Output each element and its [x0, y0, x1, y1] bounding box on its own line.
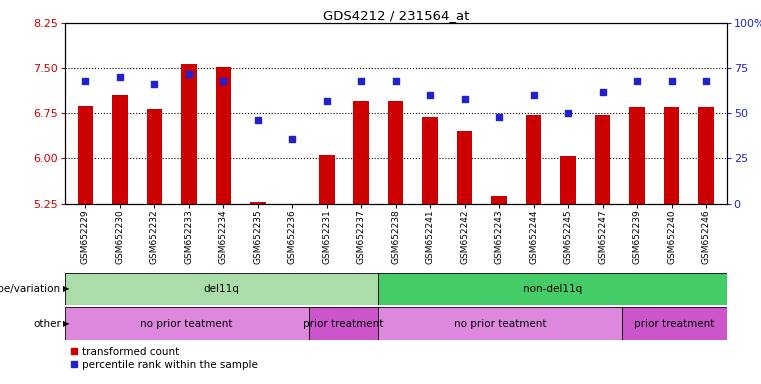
Text: non-del11q: non-del11q — [523, 284, 582, 294]
Point — [424, 92, 436, 98]
Point — [286, 136, 298, 142]
Bar — [353, 101, 369, 204]
Bar — [560, 156, 576, 204]
Text: ▶: ▶ — [63, 319, 70, 328]
Bar — [78, 106, 93, 204]
Bar — [699, 107, 714, 204]
Point — [562, 110, 575, 116]
Text: ▶: ▶ — [63, 285, 70, 293]
Point — [252, 118, 264, 124]
Point — [527, 92, 540, 98]
Point — [597, 89, 609, 95]
Bar — [215, 67, 231, 204]
Text: prior treatment: prior treatment — [635, 318, 715, 329]
Bar — [622, 307, 727, 340]
Point — [665, 78, 677, 84]
Point — [355, 78, 368, 84]
Bar — [65, 273, 378, 305]
Point — [700, 78, 712, 84]
Text: genotype/variation: genotype/variation — [0, 284, 61, 294]
Bar — [378, 307, 622, 340]
Bar — [378, 273, 727, 305]
Point — [183, 71, 195, 77]
Legend: transformed count, percentile rank within the sample: transformed count, percentile rank withi… — [70, 347, 258, 370]
Bar — [595, 115, 610, 204]
Text: no prior teatment: no prior teatment — [454, 318, 546, 329]
Point — [217, 78, 229, 84]
Bar — [629, 107, 645, 204]
Bar — [285, 204, 300, 207]
Text: del11q: del11q — [203, 284, 240, 294]
Bar — [250, 202, 266, 204]
Bar — [492, 196, 507, 204]
Bar — [65, 307, 309, 340]
Title: GDS4212 / 231564_at: GDS4212 / 231564_at — [323, 9, 469, 22]
Text: other: other — [33, 318, 61, 329]
Point — [631, 78, 643, 84]
Point — [493, 114, 505, 120]
Bar — [319, 155, 335, 204]
Text: no prior teatment: no prior teatment — [140, 318, 233, 329]
Point — [390, 78, 402, 84]
Point — [113, 74, 126, 80]
Bar — [422, 118, 438, 204]
Bar — [388, 101, 403, 204]
Bar — [112, 95, 128, 204]
Point — [79, 78, 91, 84]
Point — [459, 96, 471, 102]
Bar — [526, 115, 541, 204]
Bar — [457, 131, 473, 204]
Point — [148, 81, 161, 88]
Bar — [664, 107, 680, 204]
Point — [320, 98, 333, 104]
Bar — [147, 109, 162, 204]
Text: prior treatment: prior treatment — [304, 318, 384, 329]
Bar — [181, 64, 196, 204]
Bar — [309, 307, 378, 340]
